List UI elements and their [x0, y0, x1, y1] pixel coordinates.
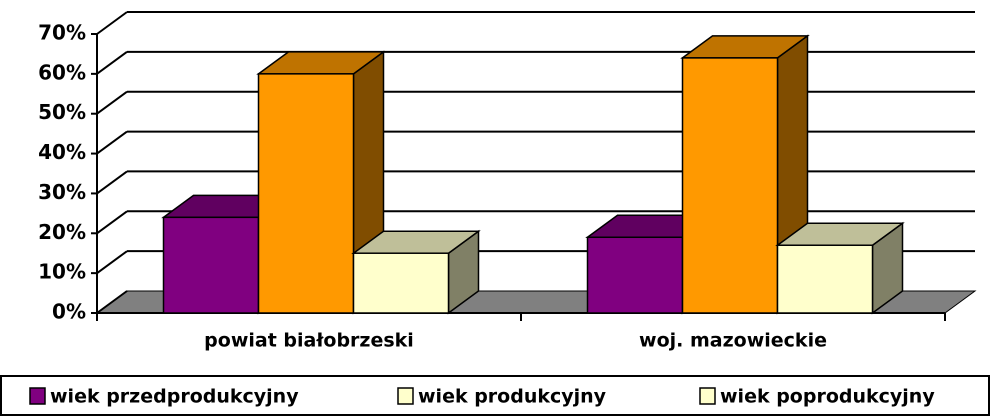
y-tick-label: 30%: [38, 180, 86, 204]
y-tick-label: 40%: [38, 140, 86, 164]
y-tick-label: 60%: [38, 60, 86, 84]
legend-box: [0, 375, 990, 416]
wall-grid-line: [96, 170, 128, 195]
y-tick-label: 70%: [38, 21, 86, 45]
bar: [586, 236, 684, 314]
legend-swatch: [699, 387, 716, 405]
bar: [776, 244, 874, 314]
legend-label: wiek przedprodukcyjny: [50, 386, 299, 408]
wall-grid-line: [96, 11, 128, 35]
x-tick-label: powiat białobrzeski: [204, 330, 414, 352]
bar: [162, 216, 260, 314]
y-tick-label: 50%: [38, 100, 86, 124]
x-tick-label: woj. mazowieckie: [639, 330, 827, 352]
wall-grid-line: [96, 210, 128, 235]
y-tick-label: 0%: [52, 300, 86, 324]
wall-grid-line: [96, 90, 128, 115]
wall-grid-line: [96, 250, 128, 274]
bar: [352, 252, 450, 314]
bar: [257, 73, 355, 314]
legend-label: wiek poprodukcyjny: [720, 386, 935, 408]
y-tick-label: 20%: [38, 220, 86, 244]
legend-swatch: [29, 387, 46, 405]
wall-grid-line: [96, 290, 128, 314]
bar: [681, 57, 779, 314]
y-tick-label: 10%: [38, 260, 86, 284]
legend-label: wiek produkcyjny: [418, 386, 607, 408]
wall-grid-line: [96, 130, 128, 155]
legend-swatch: [397, 387, 414, 405]
wall-grid-line: [96, 51, 128, 75]
